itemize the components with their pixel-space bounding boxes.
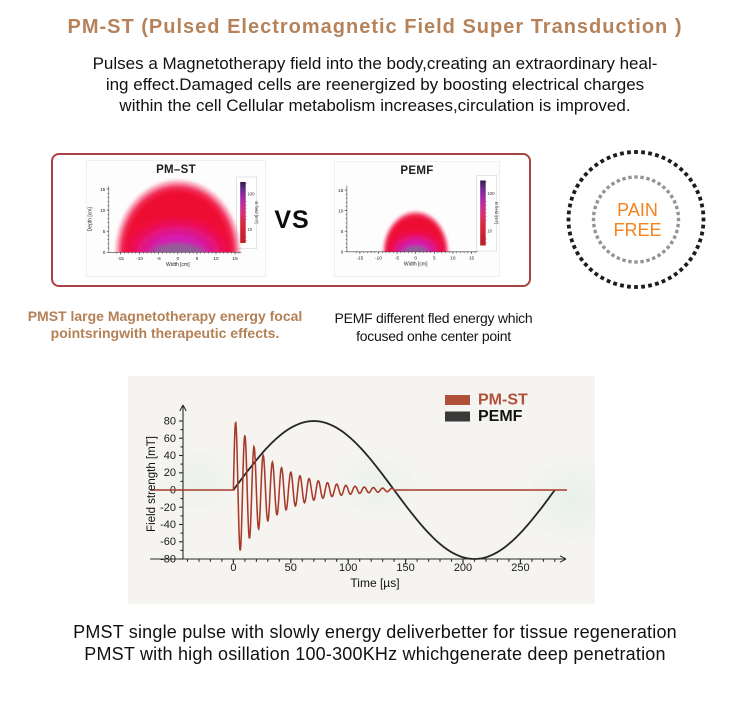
- svg-text:0: 0: [230, 562, 236, 574]
- svg-text:-15: -15: [357, 255, 364, 260]
- svg-text:-5: -5: [395, 255, 400, 260]
- svg-text:-5: -5: [157, 256, 162, 261]
- svg-text:Depth [cm]: Depth [cm]: [87, 207, 93, 232]
- svg-text:PEMF: PEMF: [478, 408, 523, 425]
- svg-text:5: 5: [433, 255, 436, 260]
- svg-text:-60: -60: [160, 536, 176, 548]
- svg-text:50: 50: [285, 562, 297, 574]
- svg-text:PAIN: PAIN: [617, 200, 658, 220]
- svg-text:100: 100: [339, 562, 357, 574]
- svg-text:15: 15: [338, 188, 344, 193]
- svg-text:20: 20: [164, 467, 176, 479]
- svg-text:10: 10: [487, 229, 492, 234]
- svg-text:10: 10: [213, 256, 219, 261]
- svg-text:Time [µs]: Time [µs]: [350, 576, 399, 590]
- svg-text:PEMF: PEMF: [400, 165, 433, 177]
- svg-text:15: 15: [469, 255, 475, 260]
- svg-text:-10: -10: [136, 256, 143, 261]
- svg-text:10: 10: [450, 255, 456, 260]
- svg-text:-20: -20: [160, 502, 176, 514]
- svg-text:5: 5: [341, 229, 344, 234]
- svg-text:B field [mT]: B field [mT]: [494, 202, 499, 224]
- svg-text:-40: -40: [160, 519, 176, 531]
- svg-text:5: 5: [103, 229, 106, 234]
- svg-text:0: 0: [341, 250, 344, 255]
- svg-text:10: 10: [100, 208, 106, 213]
- svg-text:FREE: FREE: [613, 220, 661, 240]
- svg-text:250: 250: [511, 562, 529, 574]
- svg-text:5: 5: [196, 256, 199, 261]
- svg-text:-10: -10: [375, 255, 382, 260]
- svg-text:15: 15: [232, 256, 238, 261]
- svg-text:15: 15: [100, 187, 106, 192]
- svg-text:150: 150: [396, 562, 414, 574]
- svg-text:10: 10: [247, 227, 252, 232]
- svg-text:-15: -15: [117, 256, 124, 261]
- svg-text:Width [cm]: Width [cm]: [404, 261, 428, 267]
- svg-text:0: 0: [176, 256, 179, 261]
- svg-text:Field strength [mT]: Field strength [mT]: [146, 436, 158, 532]
- svg-text:PM-ST: PM-ST: [478, 392, 528, 409]
- svg-text:0: 0: [103, 250, 106, 255]
- svg-text:Width [cm]: Width [cm]: [166, 262, 190, 268]
- svg-text:0: 0: [414, 255, 417, 260]
- svg-text:PM–ST: PM–ST: [156, 164, 196, 176]
- svg-text:-80: -80: [160, 554, 176, 566]
- svg-text:100: 100: [487, 191, 495, 196]
- svg-text:40: 40: [164, 450, 176, 462]
- svg-text:10: 10: [338, 208, 344, 213]
- svg-text:B field [mT]: B field [mT]: [254, 201, 259, 223]
- svg-text:100: 100: [247, 191, 255, 196]
- svg-text:60: 60: [164, 433, 176, 445]
- svg-text:200: 200: [454, 562, 472, 574]
- svg-text:80: 80: [164, 416, 176, 428]
